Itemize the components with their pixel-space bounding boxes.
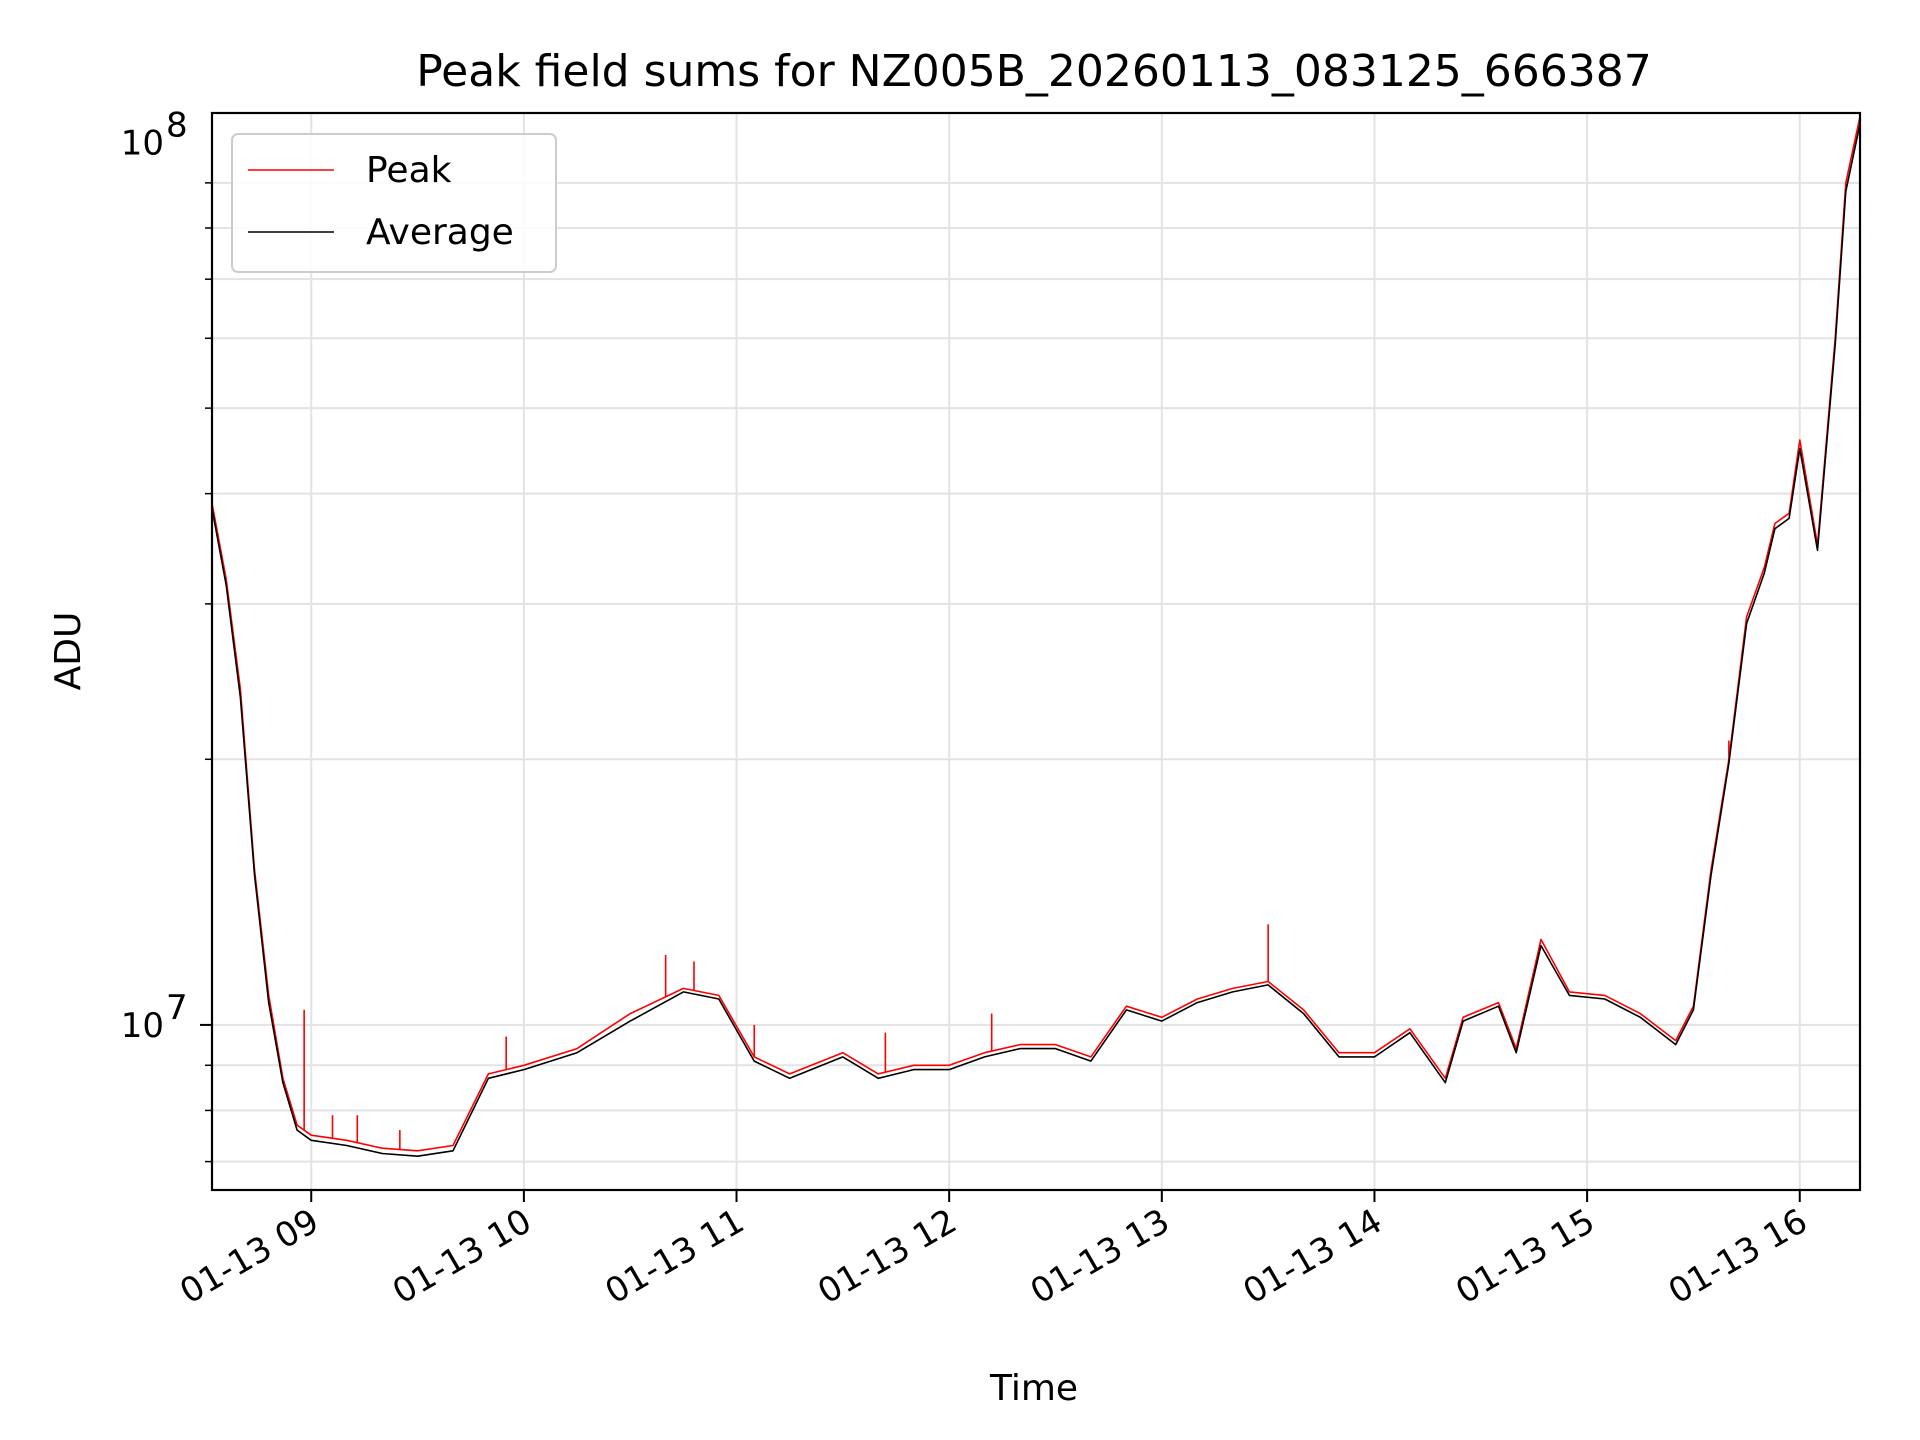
- y-axis-title: ADU: [48, 612, 89, 691]
- series-layer: [211, 116, 1861, 1157]
- svg-text:7: 7: [166, 988, 188, 1028]
- grid-lines: [212, 113, 1860, 1190]
- plot-area-frame: [210, 111, 1862, 1192]
- y-tick-label: 10 7: [121, 988, 188, 1046]
- svg-text:8: 8: [166, 105, 188, 145]
- legend: Peak Average: [231, 133, 557, 273]
- svg-text:10: 10: [121, 123, 164, 163]
- y-tick-label: 10 8: [121, 105, 188, 163]
- legend-box: [231, 133, 557, 273]
- chart-title: Peak field sums for NZ005B_20260113_0831…: [416, 46, 1652, 97]
- svg-text:10: 10: [121, 1006, 164, 1046]
- series-line-average: [211, 123, 1861, 1157]
- legend-label-average: Average: [366, 212, 514, 253]
- x-axis-title: Time: [989, 1368, 1078, 1409]
- legend-label-peak: Peak: [366, 150, 452, 191]
